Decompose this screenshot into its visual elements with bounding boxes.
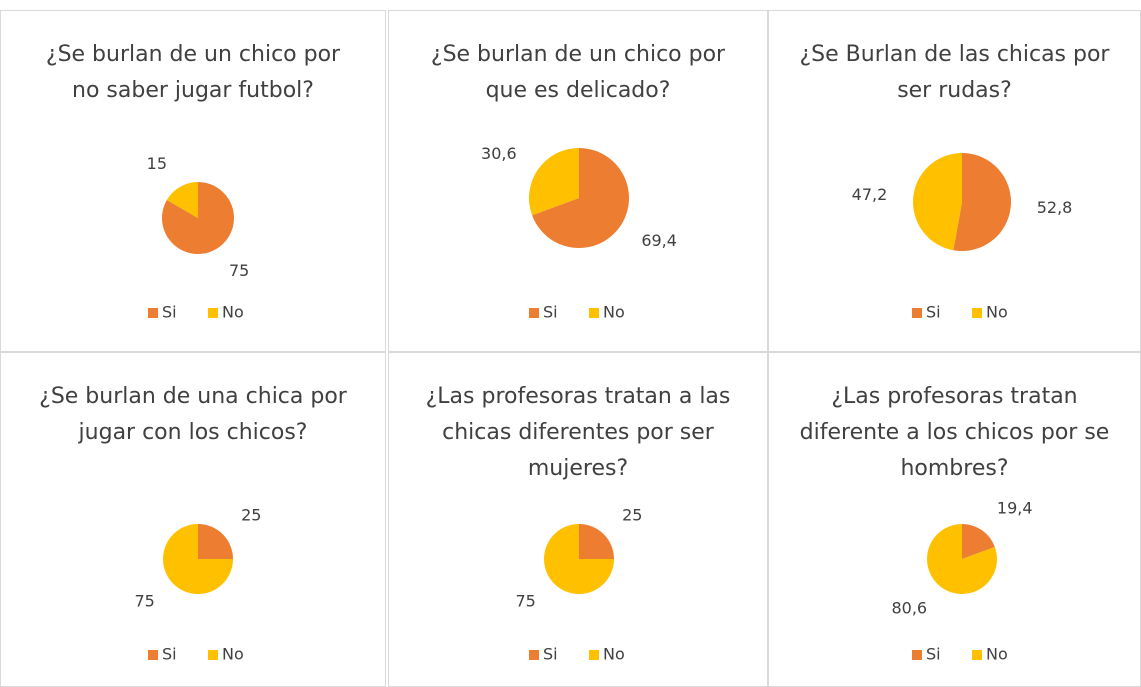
chart-panel: ¿Se Burlan de las chicas por ser rudas? 5… [768,10,1141,352]
data-label: 19,4 [997,498,1033,517]
pie-slice [163,524,233,594]
chart-panel: ¿Las profesoras tratan a las chicas dife… [388,352,768,687]
chart-title: ¿Las profesoras tratan diferente a los c… [799,384,1110,481]
legend-swatch [148,650,158,660]
legend-label: No [222,303,244,322]
data-label: 75 [229,261,249,280]
chart-title: ¿Las profesoras tratan a las chicas dife… [425,384,731,481]
pie-slice [529,148,579,216]
pie-slice [166,182,198,218]
legend-swatch [208,308,218,318]
legend-swatch [912,650,922,660]
data-label: 75 [135,592,155,611]
legend-label: Si [543,303,558,322]
data-label: 80,6 [891,599,927,618]
chart-title: ¿Se burlan de un chico por que es delica… [430,42,726,103]
legend-swatch [972,308,982,318]
legend-label: Si [543,645,558,664]
pie-slice [927,524,997,594]
pie-chart: 19,4 80,6 Si No [891,498,1033,664]
pie-slice [532,148,629,249]
data-label: 25 [622,505,642,524]
legend-label: Si [926,303,941,322]
data-label: 69,4 [641,231,677,250]
legend-swatch [208,650,218,660]
legend-label: Si [926,645,941,664]
pie-slice [544,524,614,594]
chart-panel: ¿Se burlan de un chico por no saber juga… [0,10,386,352]
legend-label: No [986,645,1008,664]
legend-swatch [589,650,599,660]
data-label: 25 [241,505,261,524]
data-label: 30,6 [481,144,517,163]
legend-swatch [529,308,539,318]
data-label: 47,2 [852,185,888,204]
legend-label: No [603,645,625,664]
legend-label: No [986,303,1008,322]
legend-label: No [222,645,244,664]
chart-panel: ¿Se burlan de una chica por jugar con lo… [0,352,386,687]
legend-swatch [529,650,539,660]
data-label: 75 [516,592,536,611]
pie-slice [962,524,995,559]
legend-label: Si [162,645,177,664]
legend-label: Si [162,303,177,322]
data-label: 52,8 [1037,198,1073,217]
chart-title: ¿Se burlan de una chica por jugar con lo… [39,384,347,445]
pie-chart: 25 75 Si No [135,505,262,664]
chart-panel: ¿Se burlan de un chico por que es delica… [388,10,768,352]
data-label: 15 [147,154,167,173]
chart-panel: ¿Las profesoras tratan diferente a los c… [768,352,1141,687]
pie-slice [579,524,614,559]
pie-slice [913,153,962,251]
legend-label: No [603,303,625,322]
pie-slice [198,524,233,559]
pie-chart: 52,8 47,2 Si No [852,153,1073,322]
chart-title: ¿Se burlan de un chico por no saber juga… [45,42,341,103]
legend-swatch [148,308,158,318]
pie-chart: 25 75 Si No [516,505,643,664]
legend-swatch [972,650,982,660]
pie-chart: 75 15 Si No [147,154,250,322]
chart-title: ¿Se Burlan de las chicas por ser rudas? [799,42,1110,103]
legend-swatch [912,308,922,318]
pie-chart: 69,4 30,6 Si No [481,144,677,322]
pie-slice [953,153,1011,251]
legend-swatch [589,308,599,318]
